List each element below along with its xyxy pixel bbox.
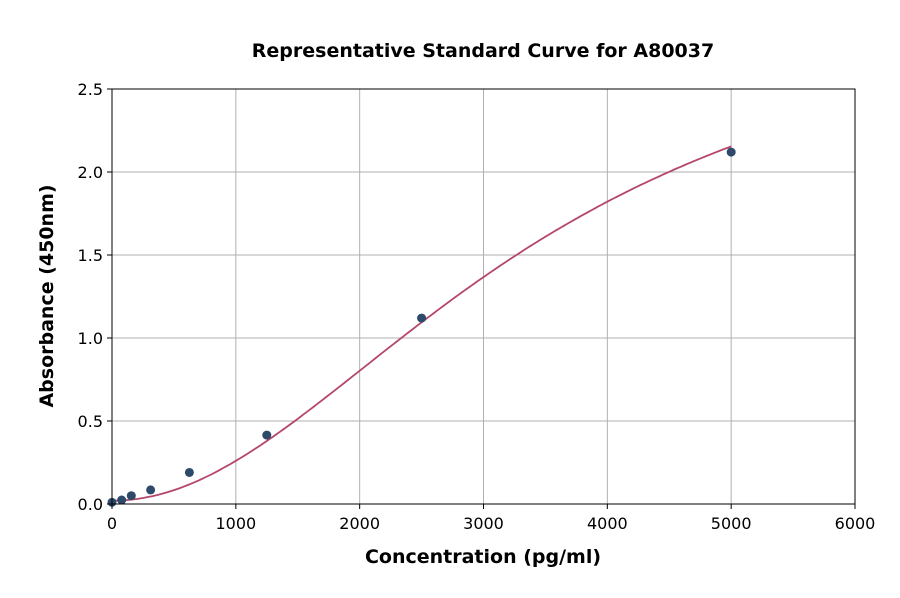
data-point [146,485,156,495]
data-point [184,467,194,477]
x-tick-label: 6000 [835,514,876,533]
y-tick-label: 0.0 [78,495,103,514]
y-tick-label: 2.0 [78,163,103,182]
x-tick-label: 2000 [339,514,380,533]
fit-curve [112,145,732,502]
y-tick-label: 1.0 [78,329,103,348]
y-tick-label: 2.5 [78,80,103,99]
y-axis-label: Absorbance (450nm) [36,184,58,407]
x-tick-label: 0 [107,514,117,533]
data-point [262,430,272,440]
chart-title: Representative Standard Curve for A80037 [252,40,714,62]
data-point [417,313,427,323]
x-tick-label: 3000 [463,514,504,533]
x-tick-label: 4000 [587,514,628,533]
data-point [726,147,736,157]
data-point [117,495,127,505]
x-tick-label: 5000 [711,514,752,533]
y-tick-label: 1.5 [78,246,103,265]
x-axis-label: Concentration (pg/ml) [365,546,601,568]
x-tick-label: 1000 [215,514,256,533]
y-tick-label: 0.5 [78,412,103,431]
data-point [126,491,136,501]
